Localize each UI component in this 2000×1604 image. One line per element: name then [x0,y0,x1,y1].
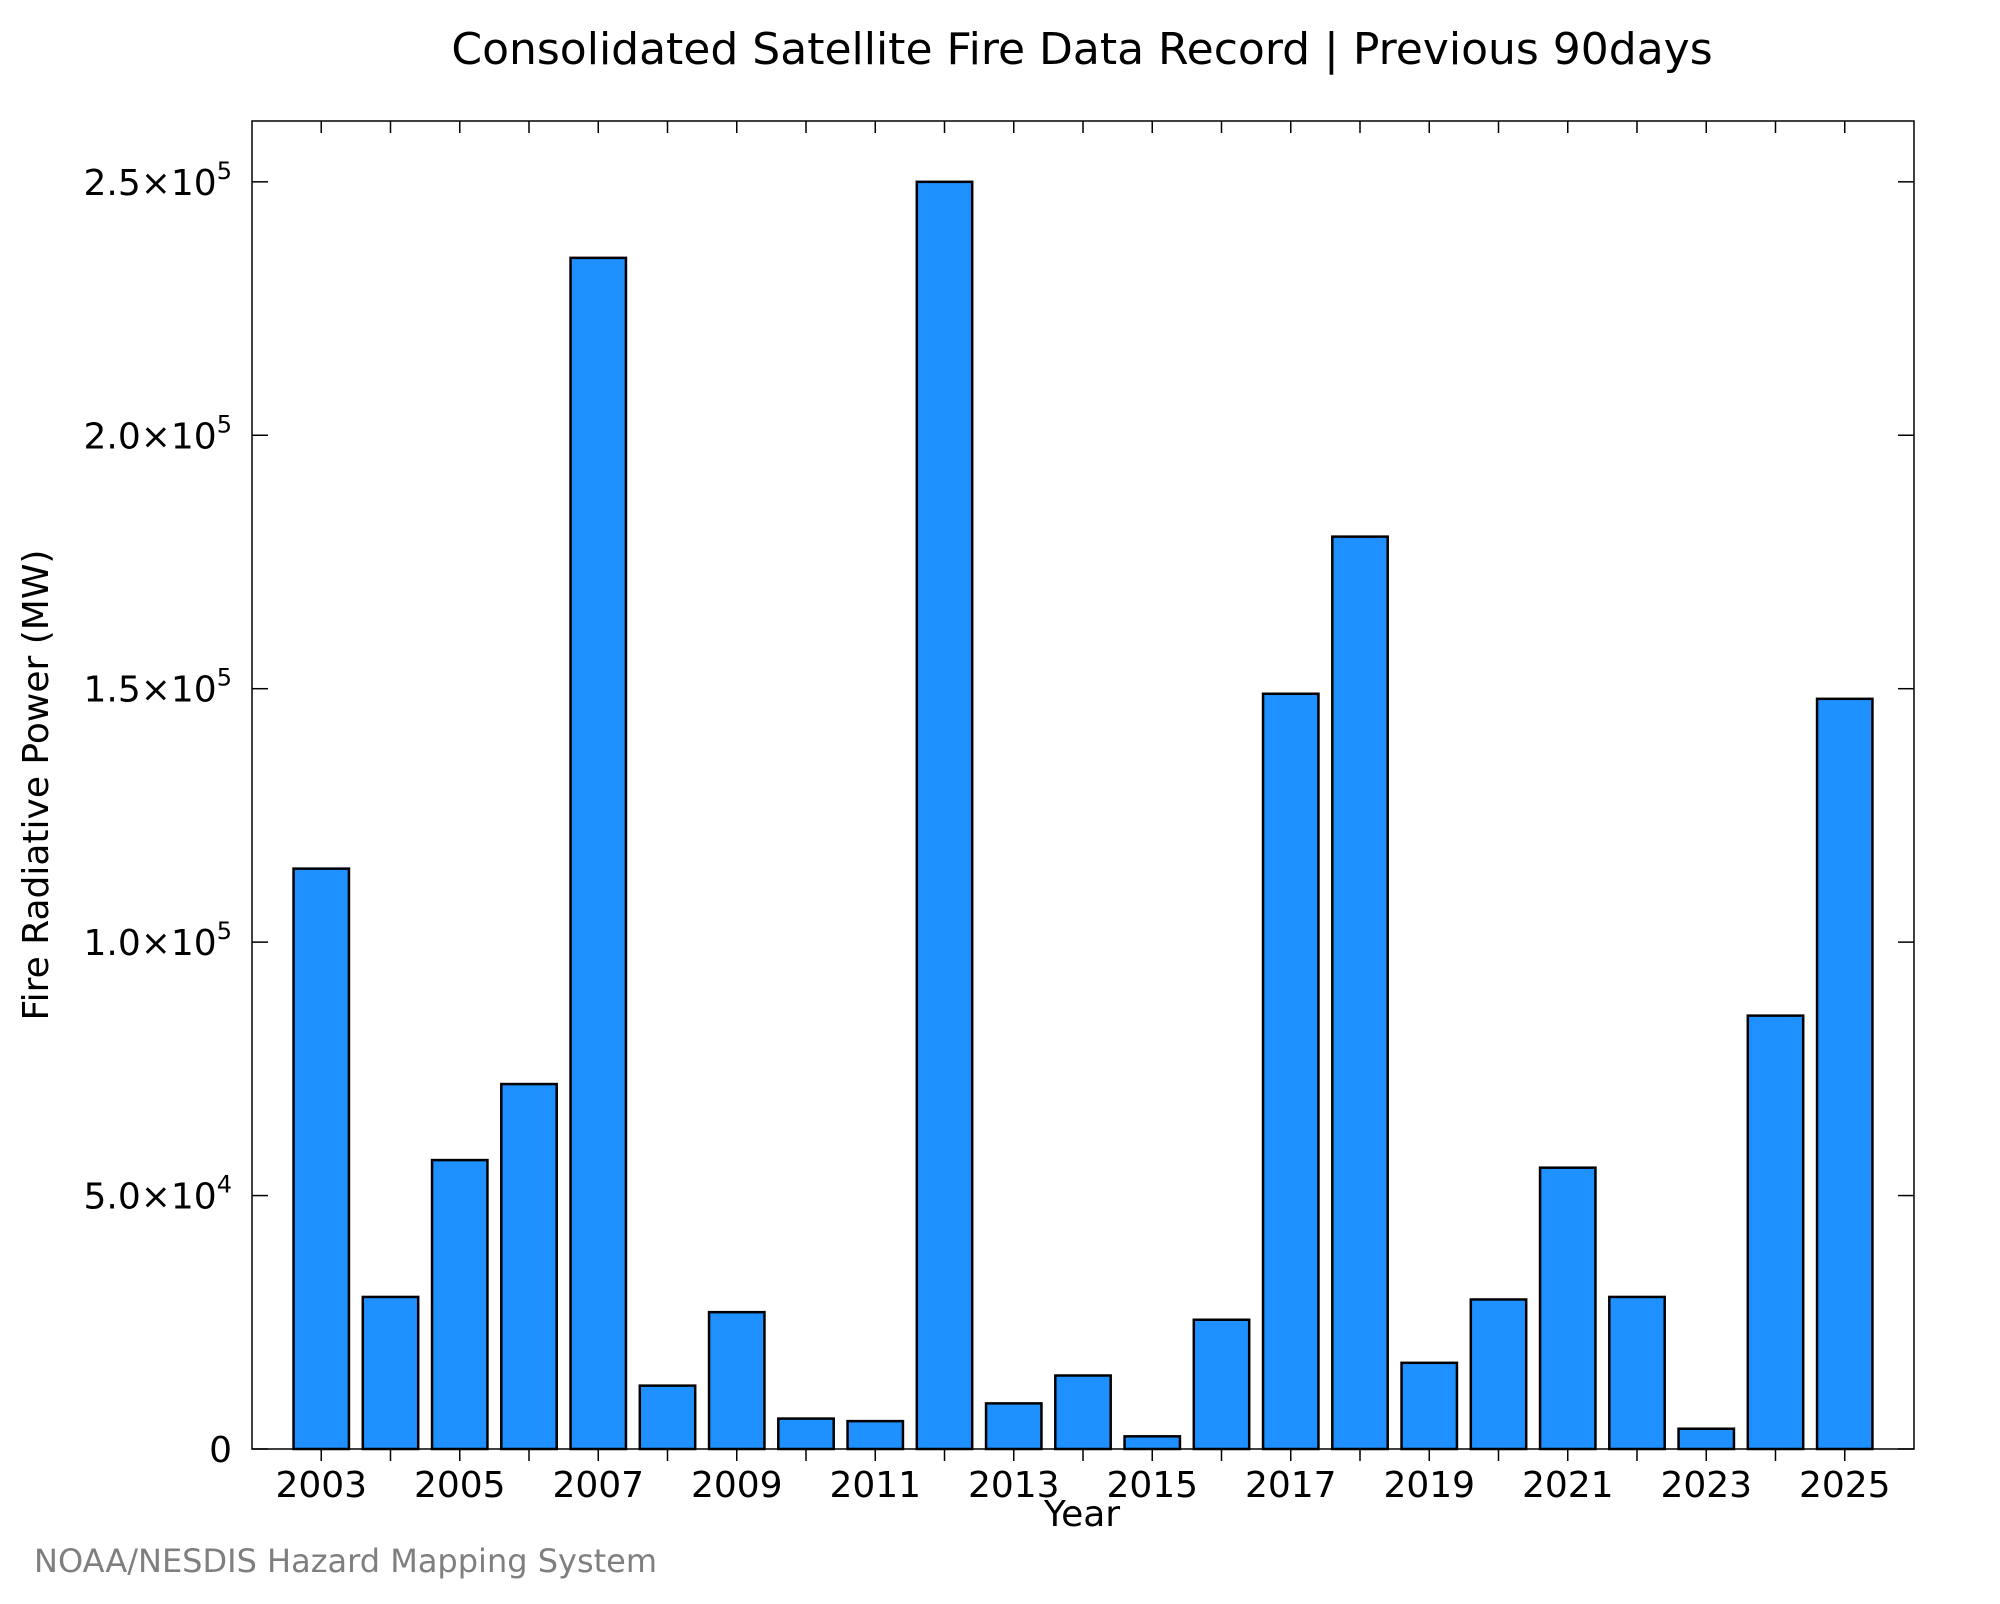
bar-2022 [1608,1295,1666,1451]
bar-2023 [1677,1427,1736,1451]
bar-2016 [1192,1318,1251,1451]
x-tick-label-2019: 2019 [1383,1465,1475,1506]
x-tick-label-2021: 2021 [1522,1465,1614,1506]
bar-2024 [1746,1014,1805,1451]
bar-2021 [1538,1166,1597,1451]
plot-frame [251,120,1915,1450]
bar-2007 [569,256,628,1451]
y-tick-label-0: 0 [209,1430,232,1471]
y-tick-label-150000: 1.5×105 [83,664,232,711]
bar-2003 [292,867,351,1451]
bar-2015 [1123,1435,1182,1451]
y-tick-label-250000: 2.5×105 [83,157,232,204]
x-tick-label-2013: 2013 [968,1465,1060,1506]
source-credit: NOAA/NESDIS Hazard Mapping System [34,1542,657,1580]
x-axis-label: Year [1043,1494,1120,1535]
ticks-layer: 2003 2005 2007 2009 2011 2013 2015 2017 2019 2021… [83,121,1914,1506]
bars-layer [292,180,1874,1451]
bar-2017 [1261,692,1320,1451]
y-tick-label-100000: 1.0×105 [83,917,232,964]
y-tick-label-50000: 5.0×104 [83,1171,232,1218]
x-tick-label-2023: 2023 [1660,1465,1752,1506]
bar-2014 [1054,1374,1112,1451]
x-tick-label-2005: 2005 [414,1465,506,1506]
x-tick-label-2009: 2009 [691,1465,783,1506]
bar-2018 [1331,535,1389,1451]
bar-2004 [361,1295,420,1451]
x-tick-label-2015: 2015 [1106,1465,1198,1506]
bar-2005 [430,1158,489,1451]
x-tick-label-2003: 2003 [275,1465,367,1506]
x-tick-label-2007: 2007 [552,1465,644,1506]
chart-title: Consolidated Satellite Fire Data Record … [451,24,1712,75]
bar-2012 [915,180,974,1451]
x-tick-label-2011: 2011 [829,1465,921,1506]
bar-2020 [1469,1298,1528,1451]
bar-2013 [984,1402,1043,1451]
bar-2006 [500,1082,558,1451]
bar-2008 [638,1384,697,1451]
x-tick-label-2017: 2017 [1245,1465,1337,1506]
bar-2025 [1815,697,1874,1451]
bar-2019 [1400,1361,1459,1451]
y-axis-label: Fire Radiative Power (MW) [16,550,57,1021]
bar-2009 [707,1310,766,1451]
bar-2011 [846,1419,905,1451]
y-tick-label-200000: 2.0×105 [83,410,232,457]
x-tick-label-2025: 2025 [1799,1465,1891,1506]
bar-2010 [777,1417,835,1451]
